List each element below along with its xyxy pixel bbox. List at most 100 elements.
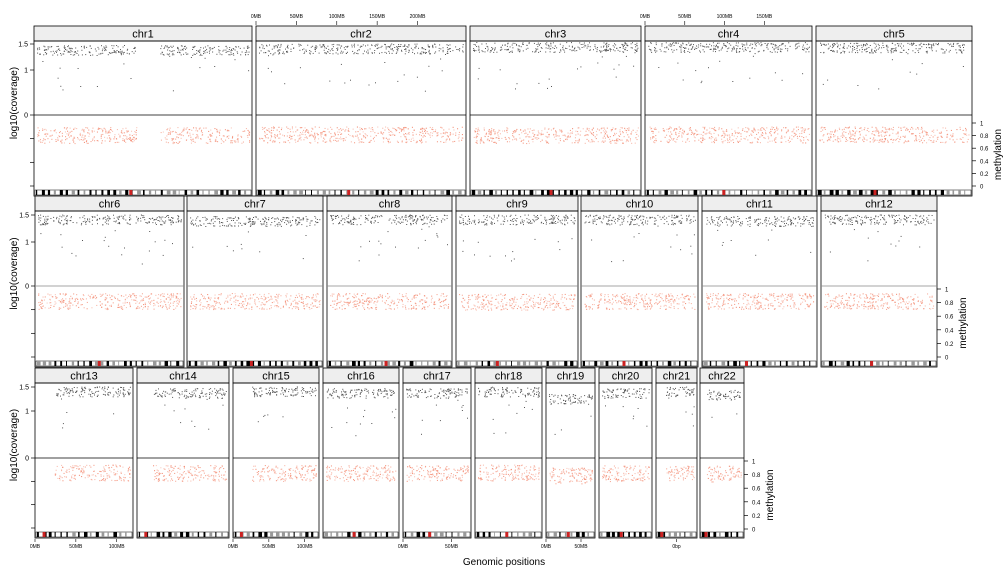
methylation-point: [827, 132, 829, 134]
coverage-point: [371, 52, 373, 54]
methylation-point: [213, 308, 215, 310]
methylation-point: [587, 134, 589, 136]
coverage-point: [240, 54, 242, 56]
coverage-point: [56, 46, 58, 47]
methylation-point: [383, 137, 385, 139]
coverage-point: [344, 82, 346, 84]
coverage-point: [548, 46, 550, 48]
methylation-point: [709, 131, 711, 133]
coverage-point: [397, 221, 399, 223]
methylation-point: [63, 299, 65, 301]
methylation-point: [171, 131, 173, 133]
methylation-point: [166, 129, 168, 131]
methylation-point: [400, 136, 402, 138]
coverage-point: [677, 62, 679, 64]
coverage-point: [119, 51, 121, 53]
coverage-point: [303, 53, 305, 54]
coverage-point: [118, 51, 119, 52]
methylation-point: [314, 137, 316, 139]
coverage-point: [788, 42, 790, 44]
methylation-point: [285, 141, 287, 143]
methylation-point: [77, 303, 79, 305]
coverage-point: [594, 46, 596, 48]
methylation-point: [940, 135, 942, 137]
methylation-point: [64, 294, 66, 296]
methylation-point: [597, 128, 599, 130]
coverage-point: [487, 48, 489, 50]
methylation-point: [335, 137, 337, 139]
coverage-point: [302, 218, 304, 220]
methylation-point: [629, 140, 631, 142]
coverage-point: [277, 223, 279, 225]
methylation-point: [149, 303, 151, 305]
coverage-point: [39, 53, 41, 55]
methylation-point: [508, 137, 510, 139]
coverage-point: [919, 44, 921, 46]
methylation-point: [408, 133, 410, 135]
methylation-point: [484, 136, 486, 138]
methylation-point: [724, 140, 726, 142]
coverage-point: [672, 43, 673, 45]
coverage-point: [80, 224, 82, 226]
methylation-point: [434, 131, 436, 133]
coverage-point: [902, 49, 904, 51]
methylation-point: [789, 137, 791, 139]
methylation-point: [537, 134, 539, 136]
methylation-point: [295, 301, 297, 303]
coverage-point: [538, 44, 540, 46]
methylation-point: [125, 141, 127, 143]
methylation-point: [458, 136, 460, 138]
centromere-band: [549, 190, 553, 195]
coverage-point: [390, 48, 392, 50]
coverage-point: [286, 46, 288, 48]
coverage-point: [510, 51, 512, 53]
methylation-point: [420, 140, 422, 142]
coverage-point: [626, 43, 628, 45]
methylation-point: [854, 135, 856, 137]
methylation-point: [745, 127, 747, 129]
coverage-point: [944, 51, 946, 53]
coverage-point: [171, 217, 173, 218]
coverage-point: [283, 217, 285, 219]
methylation-point: [878, 135, 880, 137]
coverage-point: [121, 50, 123, 52]
coverage-point: [462, 46, 464, 48]
methylation-point: [306, 129, 308, 131]
methylation-point: [610, 140, 612, 142]
methylation-point: [458, 140, 460, 142]
coverage-point: [864, 49, 866, 51]
coverage-point: [276, 47, 278, 49]
coverage-point: [204, 46, 206, 48]
coverage-point: [203, 47, 204, 49]
methylation-point: [419, 139, 421, 141]
methylation-point: [424, 129, 426, 131]
coverage-point: [305, 235, 307, 236]
coverage-point: [856, 47, 858, 49]
methylation-point: [82, 298, 84, 300]
methylation-point: [106, 308, 108, 310]
methylation-point: [290, 136, 292, 138]
coverage-point: [371, 44, 373, 46]
coverage-point: [262, 218, 264, 220]
coverage-point: [723, 43, 725, 44]
coverage-point: [191, 222, 193, 224]
methylation-point: [324, 134, 326, 136]
methylation-point: [280, 307, 282, 309]
methylation-point: [852, 134, 854, 136]
methylation-point: [432, 129, 434, 131]
coverage-point: [246, 46, 248, 48]
methylation-point: [285, 294, 287, 296]
methylation-point: [558, 142, 560, 144]
coverage-point: [956, 52, 958, 54]
methylation-point: [823, 127, 825, 129]
methylation-point: [104, 299, 106, 301]
methylation-point: [73, 136, 75, 138]
coverage-point: [351, 46, 353, 48]
methylation-point: [160, 294, 162, 296]
methylation-point: [895, 139, 897, 141]
methylation-point: [210, 134, 212, 136]
ideogram-band: [358, 190, 360, 195]
methylation-point: [357, 137, 359, 139]
coverage-point: [446, 215, 448, 217]
coverage-point: [655, 42, 657, 44]
